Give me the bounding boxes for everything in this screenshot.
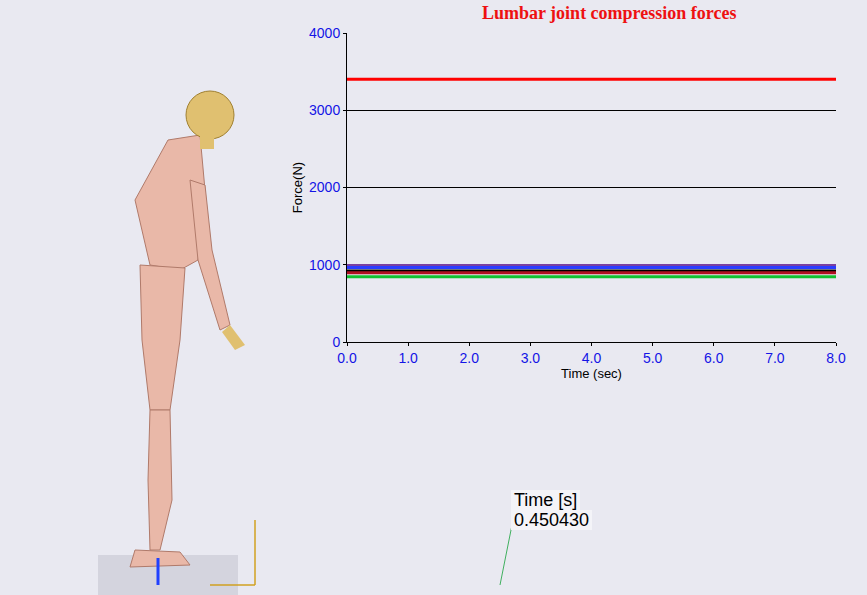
svg-text:1000: 1000 [309, 257, 340, 273]
svg-text:2000: 2000 [309, 179, 340, 195]
svg-text:5.0: 5.0 [643, 350, 663, 366]
html-text:Time [s]: Time [s] [514, 490, 578, 510]
svg-text:4000: 4000 [309, 25, 340, 41]
svg-text:6.0: 6.0 [704, 350, 724, 366]
svg-text:3.0: 3.0 [521, 350, 541, 366]
svg-text:Lumbar joint compression force: Lumbar joint compression forces [482, 3, 737, 23]
svg-text:1.0: 1.0 [398, 350, 418, 366]
html-text:0.450430: 0.450430 [514, 510, 590, 530]
svg-text:3000: 3000 [309, 102, 340, 118]
svg-text:0: 0 [332, 334, 340, 350]
svg-text:8.0: 8.0 [826, 350, 846, 366]
svg-text:Time (sec): Time (sec) [561, 366, 622, 381]
svg-text:2.0: 2.0 [460, 350, 480, 366]
svg-text:0.0: 0.0 [337, 350, 357, 366]
svg-text:4.0: 4.0 [582, 350, 602, 366]
svg-text:Force(N): Force(N) [290, 162, 305, 213]
svg-text:7.0: 7.0 [765, 350, 785, 366]
